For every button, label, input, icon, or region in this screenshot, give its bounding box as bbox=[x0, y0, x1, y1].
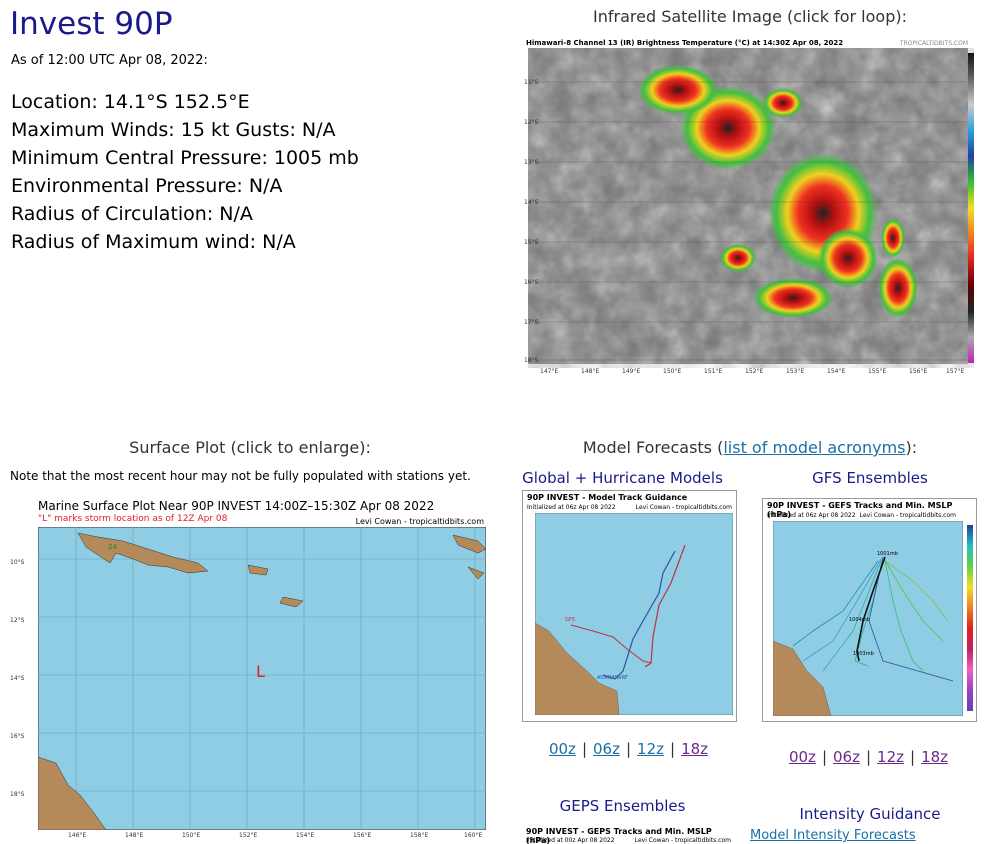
surface-title: Marine Surface Plot Near 90P INVEST 14:0… bbox=[38, 499, 435, 513]
global-run-12z[interactable]: 12z bbox=[637, 740, 664, 758]
model-acronyms-link[interactable]: list of model acronyms bbox=[723, 438, 906, 457]
radius-max-wind-line: Radius of Maximum wind: N/A bbox=[11, 231, 296, 253]
gefs-pressure-scale bbox=[967, 525, 973, 711]
gefs-title: 90P INVEST - GEFS Tracks and Min. MSLP (… bbox=[767, 501, 953, 519]
surface-lat-labels: 10°S 12°S 14°S 16°S 18°S bbox=[10, 559, 25, 798]
track-gfs bbox=[570, 624, 652, 664]
ir-caption: Infrared Satellite Image (click for loop… bbox=[593, 7, 907, 26]
min-pressure-line: Minimum Central Pressure: 1005 mb bbox=[11, 147, 359, 169]
station-value: 24 bbox=[108, 543, 117, 551]
geps-track-image[interactable]: 90P INVEST - GEPS Tracks and Min. MSLP (… bbox=[522, 826, 735, 844]
ir-satellite-image[interactable]: Himawari-8 Channel 13 (IR) Brightness Te… bbox=[524, 37, 976, 375]
location-line: Location: 14.1°S 152.5°E bbox=[11, 91, 250, 113]
gfs-run-links: 00z | 06z | 12z | 18z bbox=[788, 748, 949, 766]
global-title: 90P INVEST - Model Track Guidance bbox=[527, 493, 688, 502]
geps-init: Initialized at 00z Apr 08 2022 bbox=[526, 837, 615, 844]
geps-credit: Levi Cowan - tropicaltidbits.com bbox=[634, 837, 731, 844]
storm-marker: L bbox=[256, 662, 265, 681]
ir-lat-labels: 11°S 12°S 13°S 14°S 15°S 16°S 17°S 18°S bbox=[524, 79, 539, 364]
track-red bbox=[644, 544, 686, 668]
env-pressure-line: Environmental Pressure: N/A bbox=[11, 175, 283, 197]
gefs-track-map: 1001mb 1004mb 1003mb bbox=[773, 521, 963, 716]
intensity-guidance-label: Intensity Guidance bbox=[799, 805, 941, 823]
global-track-map: GFS AVNO/HWRF bbox=[535, 513, 733, 715]
ir-credit: TROPICALTIDBITS.COM bbox=[899, 40, 968, 47]
gefs-mean-track bbox=[856, 556, 886, 662]
global-init: Initialized at 06z Apr 08 2022 bbox=[527, 504, 616, 511]
svg-text:1004mb: 1004mb bbox=[849, 617, 870, 623]
storm-info: Location: 14.1°S 152.5°E Maximum Winds: … bbox=[11, 88, 359, 256]
svg-text:1001mb: 1001mb bbox=[877, 551, 898, 557]
surface-map: 24 L bbox=[38, 527, 486, 830]
model-caption: Model Forecasts (list of model acronyms)… bbox=[582, 438, 918, 457]
global-credit: Levi Cowan - tropicaltidbits.com bbox=[635, 504, 732, 511]
gefs-credit: Levi Cowan - tropicaltidbits.com bbox=[859, 512, 956, 519]
geps-title: 90P INVEST - GEPS Tracks and Min. MSLP (… bbox=[526, 827, 712, 844]
surface-plot-image[interactable]: Marine Surface Plot Near 90P INVEST 14:0… bbox=[10, 499, 486, 839]
svg-text:AVNO/HWRF: AVNO/HWRF bbox=[597, 675, 628, 681]
ir-header: Himawari-8 Channel 13 (IR) Brightness Te… bbox=[526, 39, 844, 47]
radius-circulation-line: Radius of Circulation: N/A bbox=[11, 203, 253, 225]
intensity-forecasts-link[interactable]: Model Intensity Forecasts bbox=[750, 828, 916, 843]
global-models-label: Global + Hurricane Models bbox=[522, 469, 723, 487]
global-run-18z[interactable]: 18z bbox=[681, 740, 709, 758]
gfs-ensembles-label: GFS Ensembles bbox=[812, 469, 928, 487]
max-winds-line: Maximum Winds: 15 kt Gusts: N/A bbox=[11, 119, 336, 141]
gfs-run-12z[interactable]: 12z bbox=[877, 748, 904, 766]
surface-subtitle: "L" marks storm location as of 12Z Apr 0… bbox=[38, 514, 228, 524]
svg-text:GFS: GFS bbox=[565, 617, 575, 623]
svg-text:1003mb: 1003mb bbox=[853, 651, 874, 657]
global-run-00z[interactable]: 00z bbox=[548, 740, 576, 758]
gefs-init: Initialized at 06z Apr 08 2022 bbox=[767, 512, 856, 519]
land-masses bbox=[38, 532, 486, 830]
global-run-links: 00z | 06z | 12z | 18z bbox=[548, 740, 709, 758]
global-run-06z[interactable]: 06z bbox=[593, 740, 620, 758]
as-of-time: As of 12:00 UTC Apr 08, 2022: bbox=[11, 53, 208, 68]
ir-map bbox=[528, 48, 968, 364]
convective-cells bbox=[638, 65, 918, 318]
gfs-run-18z[interactable]: 18z bbox=[921, 748, 949, 766]
gfs-run-06z[interactable]: 06z bbox=[833, 748, 860, 766]
global-track-image[interactable]: 90P INVEST - Model Track Guidance Initia… bbox=[522, 490, 737, 722]
gefs-track-image[interactable]: 90P INVEST - GEFS Tracks and Min. MSLP (… bbox=[762, 498, 977, 722]
surface-note: Note that the most recent hour may not b… bbox=[10, 469, 471, 483]
track-blue bbox=[602, 550, 676, 680]
gfs-run-00z[interactable]: 00z bbox=[788, 748, 816, 766]
surface-caption: Surface Plot (click to enlarge): bbox=[129, 438, 371, 457]
surface-credit: Levi Cowan - tropicaltidbits.com bbox=[355, 517, 484, 526]
geps-ensembles-label: GEPS Ensembles bbox=[559, 797, 686, 815]
ir-color-scale bbox=[968, 53, 974, 363]
page-title: Invest 90P bbox=[10, 6, 173, 42]
ensemble-tracks bbox=[792, 556, 954, 682]
